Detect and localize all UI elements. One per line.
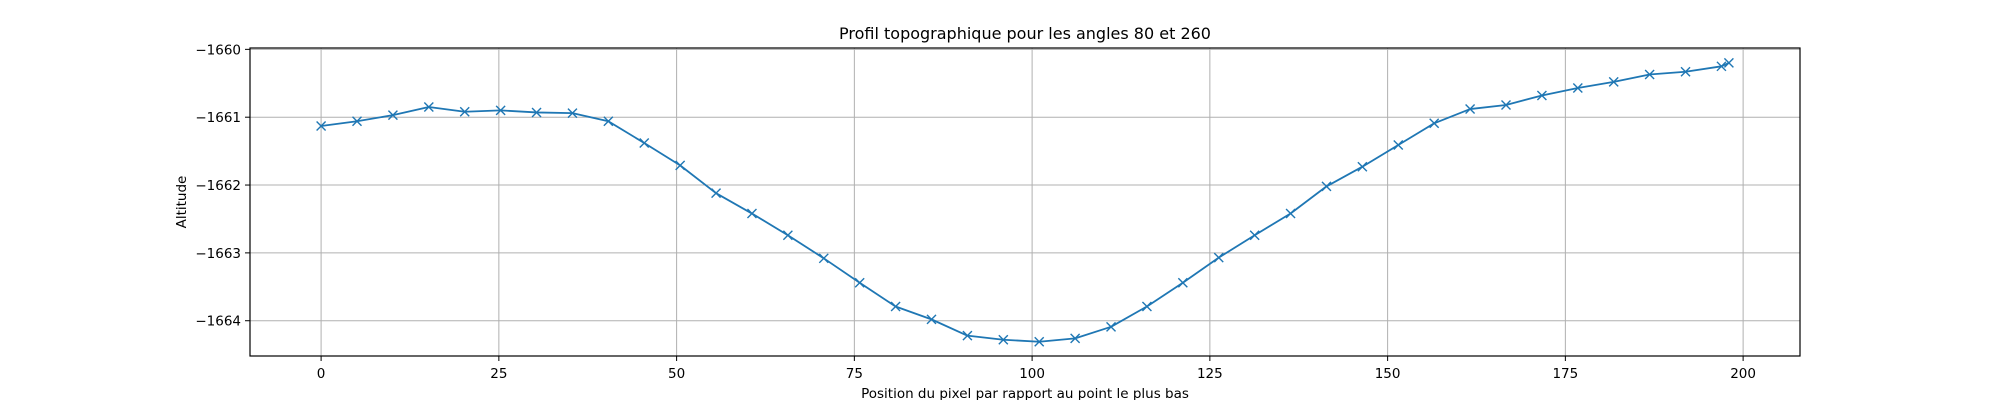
data-point-marker bbox=[1680, 66, 1691, 77]
x-tick-label: 0 bbox=[317, 366, 326, 382]
y-tick-label: −1663 bbox=[195, 246, 241, 262]
x-tick-label: 100 bbox=[1019, 366, 1045, 382]
data-point-marker bbox=[1034, 336, 1045, 347]
data-point-marker bbox=[1644, 69, 1655, 80]
data-point-marker bbox=[531, 107, 542, 118]
data-point-marker bbox=[926, 314, 937, 325]
x-tick-label: 25 bbox=[490, 366, 507, 382]
data-point-marker bbox=[316, 121, 327, 132]
data-point-marker bbox=[675, 160, 686, 171]
x-tick-label: 50 bbox=[668, 366, 685, 382]
y-axis-label: Altitude bbox=[174, 176, 190, 229]
y-tick-label: −1661 bbox=[195, 110, 241, 126]
x-tick-label: 75 bbox=[846, 366, 863, 382]
data-point-marker bbox=[1321, 181, 1332, 192]
y-tick-label: −1662 bbox=[195, 178, 241, 194]
x-axis-label: Position du pixel par rapport au point l… bbox=[861, 386, 1189, 400]
data-point-marker bbox=[459, 106, 470, 117]
data-point-marker bbox=[746, 208, 757, 219]
data-point-marker bbox=[1723, 57, 1734, 68]
data-point-marker bbox=[782, 230, 793, 241]
data-point-marker bbox=[1608, 76, 1619, 87]
data-point-marker bbox=[818, 253, 829, 264]
data-point-marker bbox=[711, 188, 722, 199]
data-point-marker bbox=[603, 116, 614, 127]
x-tick-label: 200 bbox=[1730, 366, 1756, 382]
data-point-marker bbox=[1357, 161, 1368, 172]
data-point-marker bbox=[1572, 83, 1583, 94]
data-point-marker bbox=[1070, 333, 1081, 344]
data-point-marker bbox=[1393, 140, 1404, 151]
data-point-marker bbox=[1716, 61, 1727, 72]
x-tick-label: 150 bbox=[1375, 366, 1401, 382]
data-point-marker bbox=[495, 105, 506, 116]
data-point-marker bbox=[352, 116, 363, 127]
marker-layer bbox=[316, 57, 1734, 347]
grid-layer bbox=[250, 48, 1800, 356]
data-point-marker bbox=[1177, 277, 1188, 288]
data-point-marker bbox=[639, 137, 650, 148]
x-tick-label: 125 bbox=[1197, 366, 1223, 382]
data-point-marker bbox=[567, 108, 578, 119]
data-point-marker bbox=[1285, 208, 1296, 219]
data-point-marker bbox=[962, 330, 973, 341]
series-layer bbox=[320, 62, 1730, 343]
x-tick-label: 175 bbox=[1552, 366, 1578, 382]
tick-layer: 0 25 50 75 100 125 150 175 200 −1660 −1661 −1662 −16… bbox=[195, 42, 1756, 382]
series-line bbox=[320, 62, 1730, 343]
data-point-marker bbox=[1213, 252, 1224, 263]
data-point-marker bbox=[1429, 118, 1440, 129]
plot-frame bbox=[249, 47, 1801, 357]
data-point-marker bbox=[423, 102, 434, 113]
y-tick-label: −1660 bbox=[195, 42, 241, 58]
data-point-marker bbox=[1106, 321, 1117, 332]
data-point-marker bbox=[1465, 104, 1476, 115]
y-tick-label: −1664 bbox=[195, 314, 241, 330]
data-point-marker bbox=[1249, 230, 1260, 241]
data-point-marker bbox=[387, 110, 398, 121]
data-point-marker bbox=[1501, 99, 1511, 110]
data-point-marker bbox=[1141, 301, 1152, 312]
data-point-marker bbox=[998, 334, 1009, 345]
chart-title: Profil topographique pour les angles 80 … bbox=[839, 24, 1211, 43]
data-point-marker bbox=[854, 277, 865, 288]
data-point-marker bbox=[890, 301, 901, 312]
data-point-marker bbox=[1536, 90, 1547, 101]
